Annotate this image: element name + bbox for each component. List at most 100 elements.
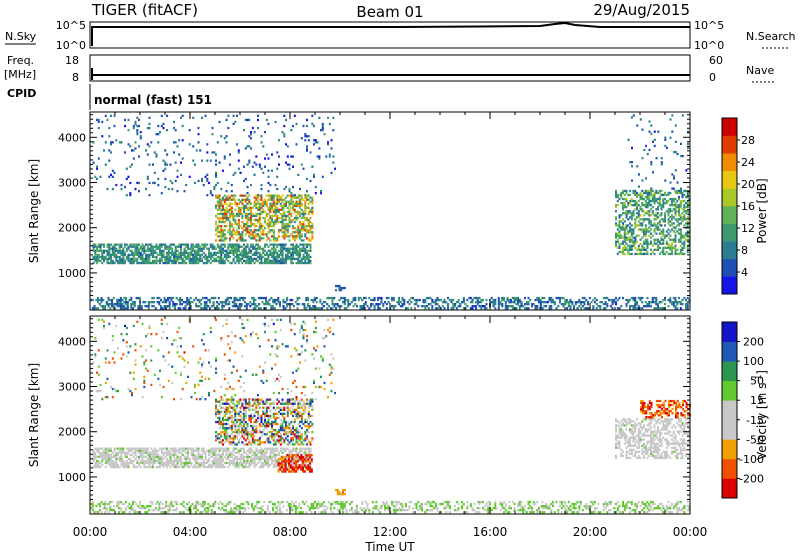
power-echo-cell	[276, 243, 279, 246]
velocity-echo-cell	[236, 418, 238, 422]
power-echo-cell	[265, 296, 267, 300]
power-echo-cell	[162, 243, 165, 246]
power-echo-cell	[181, 124, 184, 128]
power-echo-cell	[657, 240, 659, 243]
velocity-echo-cell	[297, 457, 300, 460]
power-echo-cell	[297, 261, 300, 265]
power-echo-cell	[201, 177, 203, 181]
velocity-echo-cell	[138, 457, 140, 460]
power-echo-cell	[168, 296, 171, 300]
power-echo-cell	[632, 307, 635, 310]
power-echo-cell	[108, 149, 111, 152]
power-colorbar-swatch	[722, 276, 737, 295]
power-echo-cell	[506, 298, 509, 302]
power-echo-cell	[152, 249, 154, 252]
power-echo-cell	[309, 259, 312, 263]
power-echo-cell	[125, 249, 128, 252]
power-echo-cell	[179, 298, 182, 302]
power-echo-cell	[674, 240, 677, 243]
power-echo-cell	[615, 234, 617, 237]
velocity-echo-cell	[106, 459, 109, 463]
power-echo-cell	[164, 261, 167, 265]
velocity-echo-cell	[262, 465, 265, 469]
power-echo-cell	[471, 301, 474, 304]
power-echo-cell	[349, 303, 351, 306]
power-echo-cell	[634, 242, 637, 245]
power-echo-cell	[115, 139, 118, 142]
power-echo-cell	[207, 298, 210, 302]
velocity-echo-cell	[178, 455, 181, 458]
velocity-echo-cell	[258, 449, 261, 452]
power-echo-cell	[279, 259, 282, 263]
velocity-echo-cell	[190, 449, 193, 452]
velocity-echo-cell	[236, 463, 238, 467]
power-echo-cell	[181, 157, 184, 160]
velocity-echo-cell	[153, 457, 156, 460]
velocity-echo-cell	[194, 465, 196, 469]
power-echo-cell	[536, 307, 539, 310]
power-echo-cell	[226, 298, 229, 302]
velocity-echo-cell	[272, 449, 275, 452]
velocity-echo-cell	[236, 451, 238, 454]
power-echo-cell	[285, 225, 287, 228]
power-echo-cell	[664, 193, 666, 197]
power-echo-cell	[209, 190, 212, 193]
power-echo-cell	[681, 195, 684, 199]
power-echo-cell	[92, 245, 95, 248]
power-echo-cell	[195, 245, 198, 248]
velocity-echo-cell	[307, 447, 310, 450]
power-echo-cell	[662, 218, 665, 221]
power-echo-cell	[667, 193, 670, 197]
power-echo-cell	[299, 249, 301, 252]
velocity-echo-cell	[218, 461, 221, 465]
power-echo-cell	[292, 253, 294, 256]
power-echo-cell	[292, 218, 294, 222]
power-echo-cell	[220, 243, 223, 246]
power-echo-cell	[681, 234, 684, 237]
power-echo-cell	[650, 252, 652, 256]
velocity-echo-cell	[237, 457, 240, 460]
power-echo-cell	[248, 249, 251, 252]
velocity-echo-cell	[264, 455, 266, 458]
velocity-echo-cell	[286, 461, 289, 465]
power-echo-cell	[286, 163, 289, 166]
power-echo-cell	[258, 165, 261, 168]
velocity-echo-cell	[146, 449, 149, 452]
power-echo-cell	[192, 253, 195, 256]
velocity-echo-cell	[213, 461, 216, 465]
velocity-echo-cell	[120, 453, 123, 456]
power-echo-cell	[311, 196, 314, 199]
power-echo-cell	[343, 303, 346, 306]
power-echo-cell	[281, 131, 284, 134]
power-echo-cell	[230, 235, 233, 238]
power-echo-cell	[283, 229, 286, 232]
power-echo-cell	[113, 261, 116, 265]
power-echo-cell	[665, 202, 668, 205]
power-echo-cell	[176, 145, 179, 148]
velocity-echo-cell	[141, 451, 144, 454]
power-echo-cell	[651, 193, 654, 197]
power-echo-cell	[157, 259, 160, 263]
power-echo-cell	[272, 194, 275, 197]
power-echo-cell	[272, 259, 275, 263]
power-echo-cell	[179, 301, 182, 304]
power-echo-cell	[315, 307, 318, 310]
power-echo-cell	[685, 303, 687, 306]
power-echo-cell	[132, 149, 135, 152]
power-echo-cell	[622, 224, 624, 227]
velocity-echo-cell	[176, 459, 179, 463]
power-echo-cell	[246, 192, 249, 195]
power-echo-cell	[482, 298, 484, 302]
power-echo-cell	[662, 238, 665, 241]
power-echo-cell	[312, 301, 315, 304]
power-echo-cell	[138, 190, 140, 193]
velocity-echo-cell	[239, 463, 242, 467]
power-echo-cell	[302, 214, 305, 218]
velocity-echo-cell	[97, 465, 100, 469]
power-echo-cell	[674, 204, 677, 207]
power-echo-cell	[174, 247, 177, 250]
power-echo-cell	[189, 305, 192, 308]
velocity-echo-cell	[227, 465, 230, 469]
power-echo-cell	[658, 252, 661, 256]
velocity-echo-cell	[234, 461, 237, 465]
